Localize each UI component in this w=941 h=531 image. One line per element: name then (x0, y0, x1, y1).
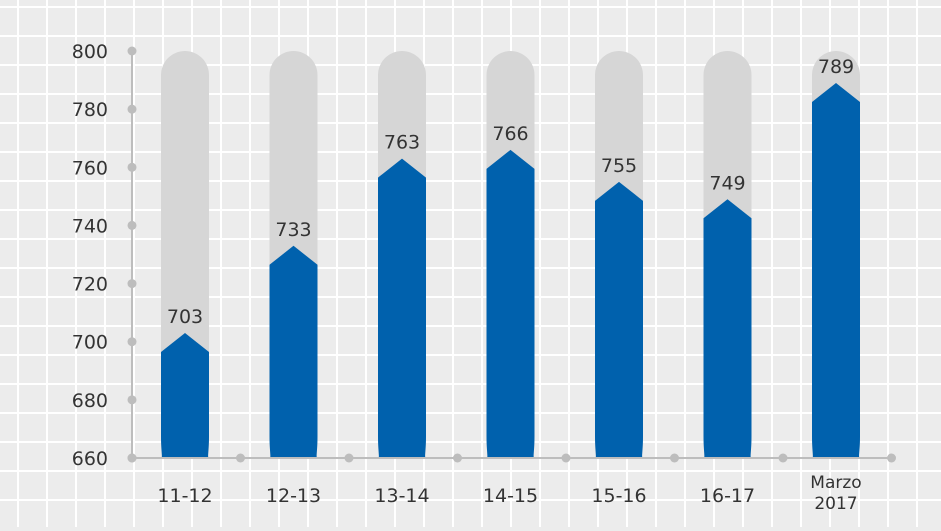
y-axis-tick-dot (128, 395, 137, 404)
y-tick-label: 740 (72, 215, 108, 237)
y-tick-label: 780 (72, 99, 108, 121)
x-tick-label-line: Marzo (810, 473, 861, 493)
bar (595, 182, 643, 458)
y-tick-label: 800 (72, 41, 108, 63)
y-tick-label: 720 (72, 274, 108, 296)
x-tick-label: 12-13 (266, 485, 321, 507)
data-label: 763 (384, 132, 420, 154)
y-axis-tick-dot (128, 221, 137, 230)
y-axis-tick-dot (128, 163, 137, 172)
x-axis-tick-dot (887, 454, 896, 463)
bar (812, 83, 860, 458)
bar (487, 150, 535, 458)
x-tick-label: 11-12 (157, 485, 212, 507)
y-axis-tick-dot (128, 337, 137, 346)
y-tick-label: 760 (72, 157, 108, 179)
data-label: 789 (818, 56, 854, 78)
bar (270, 246, 318, 458)
data-label: 749 (709, 172, 745, 194)
y-axis-tick-dot (128, 47, 137, 56)
x-tick-label: 15-16 (591, 485, 646, 507)
bar (378, 159, 426, 458)
x-tick-label: 14-15 (483, 485, 538, 507)
bar (704, 199, 752, 458)
bar (161, 333, 209, 458)
y-axis-tick-dot (128, 454, 137, 463)
y-axis-tick-dot (128, 279, 137, 288)
x-axis-tick-dot (670, 454, 679, 463)
x-axis-tick-dot (345, 454, 354, 463)
x-axis-tick-dot (779, 454, 788, 463)
x-axis-tick-dot (236, 454, 245, 463)
data-label: 703 (167, 306, 203, 328)
x-tick-label: Marzo 2017 (810, 473, 861, 514)
y-axis-tick-dot (128, 105, 137, 114)
y-tick-label: 680 (72, 390, 108, 412)
y-tick-label: 700 (72, 332, 108, 354)
x-tick-label-line: 2017 (814, 494, 857, 514)
x-tick-label: 13-14 (374, 485, 429, 507)
x-axis-tick-dot (453, 454, 462, 463)
x-tick-label: 16-17 (700, 485, 755, 507)
data-label: 755 (601, 155, 637, 177)
data-label: 733 (275, 219, 311, 241)
data-label: 766 (492, 123, 528, 145)
y-tick-label: 660 (72, 448, 108, 470)
x-axis-tick-dot (562, 454, 571, 463)
